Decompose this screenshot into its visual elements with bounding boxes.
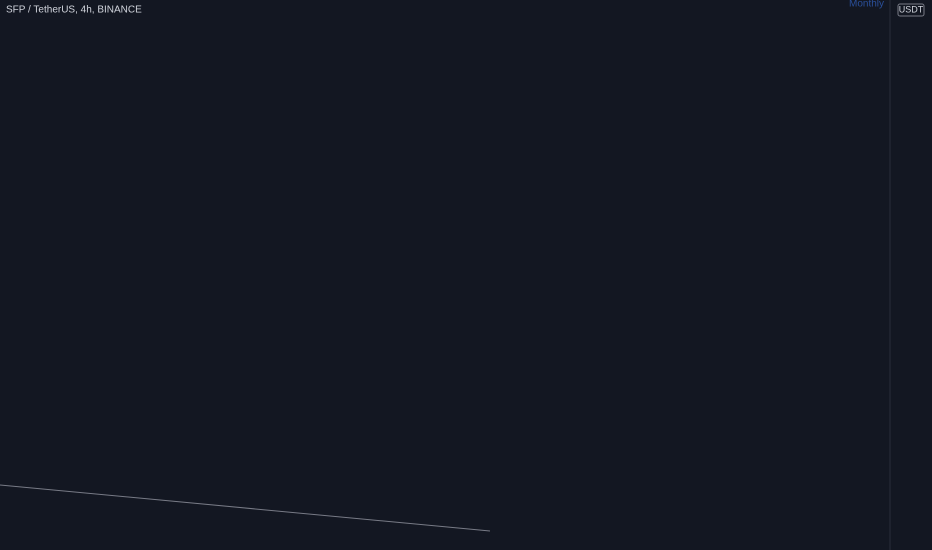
- chart-title: SFP / TetherUS, 4h, BINANCE: [6, 5, 142, 16]
- trend-line: [0, 484, 491, 532]
- currency[interactable]: USDT: [899, 4, 924, 14]
- currency-box[interactable]: [897, 3, 925, 17]
- price-axis: [890, 0, 932, 550]
- timeframe[interactable]: Monthly: [849, 0, 884, 10]
